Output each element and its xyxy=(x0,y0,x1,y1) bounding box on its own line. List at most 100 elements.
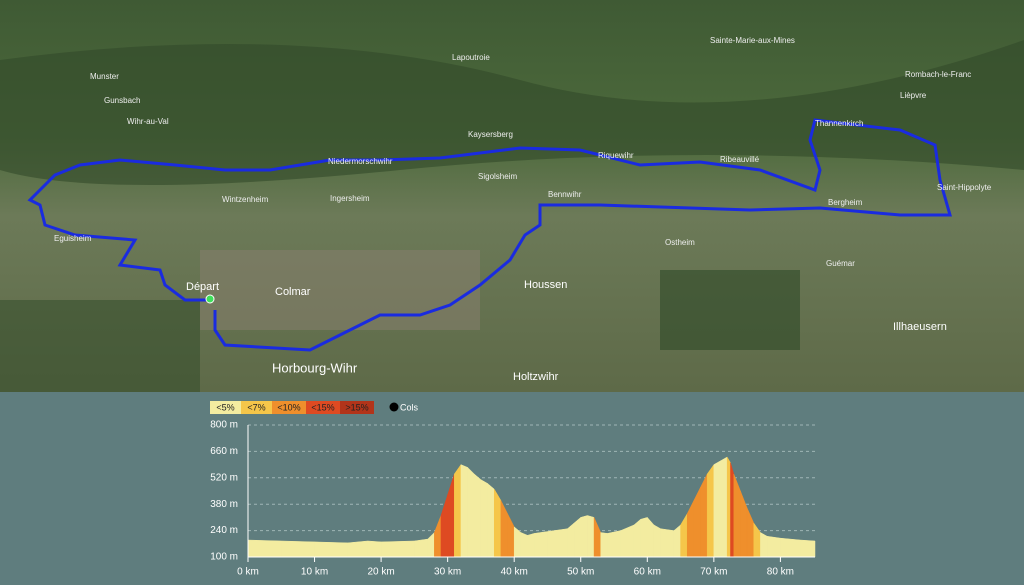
legend-label: <7% xyxy=(247,402,265,412)
legend-swatch xyxy=(340,401,374,414)
place-labels: Munster Gunsbach Wihr-au-Val Lapoutroie … xyxy=(54,36,992,383)
x-tick-label: 40 km xyxy=(501,567,528,578)
place-label: Holtzwihr xyxy=(513,371,559,383)
profile-segment xyxy=(700,473,708,558)
place-label: Ostheim xyxy=(665,238,695,247)
profile-segment xyxy=(607,530,621,558)
place-label: Ingersheim xyxy=(330,194,370,203)
place-label: Wintzenheim xyxy=(222,195,269,204)
mountains xyxy=(0,40,1024,185)
forest xyxy=(660,270,800,350)
profile-segment xyxy=(493,488,502,558)
place-label: Sainte-Marie-aux-Mines xyxy=(710,36,795,45)
place-label: Rombach-le-Franc xyxy=(905,70,971,79)
legend-swatch xyxy=(272,401,306,414)
y-tick-label: 660 m xyxy=(210,446,238,457)
start-marker xyxy=(205,294,215,304)
place-label: Ribeauvillé xyxy=(720,155,760,164)
place-label: Saint-Hippolyte xyxy=(937,183,992,192)
legend-label: <5% xyxy=(216,402,234,412)
profile-segment xyxy=(660,528,675,558)
place-label: Munster xyxy=(90,72,119,81)
profile-segment xyxy=(467,466,475,558)
route xyxy=(27,118,952,352)
place-label: Niedermorschwihr xyxy=(328,157,393,166)
legend-cols-marker xyxy=(389,402,399,412)
y-tick-label: 100 m xyxy=(210,552,238,563)
place-label: Houssen xyxy=(524,279,567,291)
legend-label: <10% xyxy=(277,402,300,412)
profile-segment xyxy=(587,515,595,558)
place-label: Wihr-au-Val xyxy=(127,117,169,126)
profile-segment xyxy=(487,482,495,558)
profile-segment xyxy=(567,522,575,558)
town-area xyxy=(200,250,480,330)
place-label: Lapoutroie xyxy=(452,53,490,62)
profile-segment xyxy=(513,526,522,558)
place-label: Sigolsheim xyxy=(478,172,517,181)
profile-segment xyxy=(726,456,731,558)
place-label: Bennwihr xyxy=(548,190,582,199)
profile-segment xyxy=(247,539,282,558)
place-label: Kaysersberg xyxy=(468,130,513,139)
profile-segment xyxy=(460,464,468,558)
profile-segment xyxy=(573,516,581,558)
profile-segment xyxy=(527,533,535,558)
profile-segment xyxy=(620,524,635,558)
x-tick-label: 30 km xyxy=(434,567,461,578)
map: Munster Gunsbach Wihr-au-Val Lapoutroie … xyxy=(0,0,1024,392)
profile-segment xyxy=(760,532,768,558)
profile-segment xyxy=(673,524,681,558)
profile-segment xyxy=(720,456,728,558)
profile-segment xyxy=(653,524,661,558)
profile-segment xyxy=(454,463,462,558)
legend-swatch xyxy=(306,401,340,414)
profile-segment xyxy=(414,538,428,558)
profile-segment xyxy=(580,515,588,558)
profile-segment xyxy=(706,463,715,558)
legend-swatch xyxy=(210,401,241,414)
x-tick-label: 50 km xyxy=(567,567,594,578)
y-tick-label: 800 m xyxy=(210,420,238,431)
profile-segment xyxy=(380,540,415,558)
profile-segment xyxy=(314,541,349,558)
legend-label: Cols xyxy=(400,402,419,412)
y-tick-label: 380 m xyxy=(210,499,238,510)
x-tick-label: 10 km xyxy=(301,567,328,578)
profile-segment xyxy=(633,518,641,558)
place-label: Illhaeusern xyxy=(893,321,947,333)
place-label: Riquewihr xyxy=(598,151,634,160)
profile-segment xyxy=(480,479,488,558)
y-tick-label: 240 m xyxy=(210,525,238,536)
profile-segment xyxy=(730,462,735,558)
x-tick-label: 70 km xyxy=(700,567,727,578)
legend-label: <15% xyxy=(311,402,334,412)
profile-segment xyxy=(367,540,382,558)
place-label: Eguisheim xyxy=(54,234,92,243)
place-label: Guémar xyxy=(826,259,855,268)
profile-segment xyxy=(600,532,608,558)
profile-segment xyxy=(533,531,548,558)
x-tick-label: 0 km xyxy=(237,567,259,578)
profile-segment xyxy=(713,460,721,558)
forest xyxy=(0,300,200,392)
profile-segment xyxy=(780,537,801,558)
place-label: Bergheim xyxy=(828,198,863,207)
profile-segment xyxy=(766,535,781,558)
profile-segment xyxy=(281,540,315,558)
profile-segment xyxy=(800,539,816,558)
profile-segment xyxy=(520,532,528,558)
place-label: Colmar xyxy=(275,286,311,298)
place-label: Départ xyxy=(186,281,219,293)
profile-segment xyxy=(474,473,482,558)
legend-swatch xyxy=(241,401,272,414)
y-tick-label: 520 m xyxy=(210,472,238,483)
place-label: Lièpvre xyxy=(900,91,927,100)
profile-segment xyxy=(547,528,568,558)
place-label: Thannenkirch xyxy=(815,119,863,128)
place-label: Gunsbach xyxy=(104,96,140,105)
x-tick-label: 20 km xyxy=(367,567,394,578)
x-tick-label: 60 km xyxy=(634,567,661,578)
profile-segment xyxy=(347,540,369,558)
